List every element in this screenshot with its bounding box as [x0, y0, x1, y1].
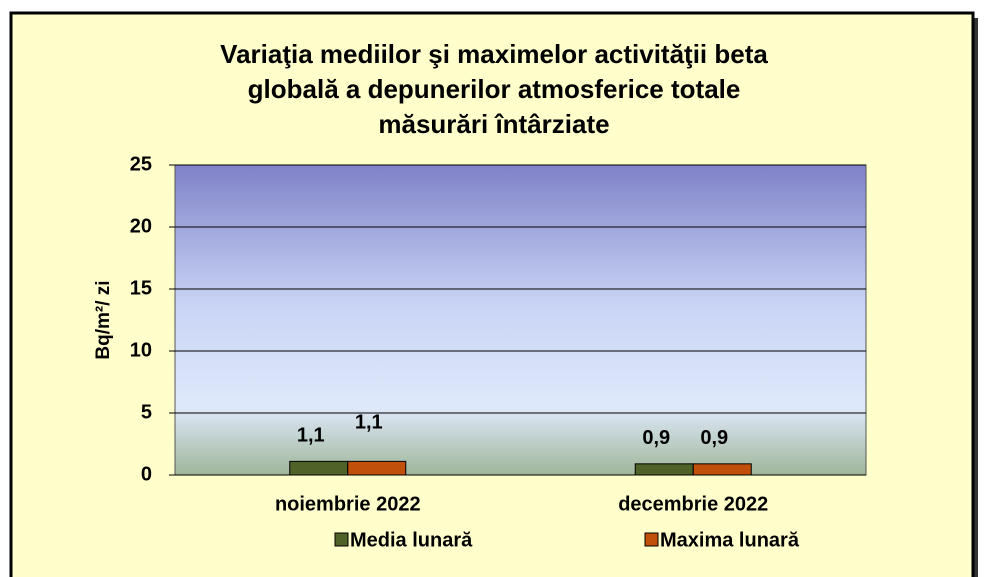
data-label: 0,9 — [700, 427, 728, 449]
plot-area — [174, 164, 867, 476]
legend-label: Media lunară — [350, 529, 473, 551]
y-tick-label: 5 — [141, 401, 152, 423]
x-tick-label: noiembrie 2022 — [275, 493, 421, 515]
data-label: 0,9 — [642, 427, 670, 449]
legend-swatch — [334, 532, 349, 547]
data-label: 1,1 — [297, 425, 325, 447]
y-tick-label: 20 — [130, 215, 152, 237]
x-tick-label: decembrie 2022 — [618, 493, 768, 515]
y-tick-label: 15 — [130, 277, 152, 299]
bar — [692, 463, 752, 476]
y-tick-label: 10 — [130, 339, 152, 361]
data-label: 1,1 — [355, 412, 383, 434]
legend-label: Maxima lunară — [660, 529, 800, 551]
bar — [634, 463, 694, 476]
legend-swatch — [644, 532, 659, 547]
bar — [289, 460, 349, 476]
y-tick-label: 0 — [141, 463, 152, 485]
chart-title: Variaţia mediilor şi maximelor activităţ… — [220, 39, 768, 139]
y-axis-label: Bq/m²/ zi — [93, 280, 114, 359]
y-tick-label: 25 — [130, 153, 152, 175]
bar — [347, 460, 407, 476]
